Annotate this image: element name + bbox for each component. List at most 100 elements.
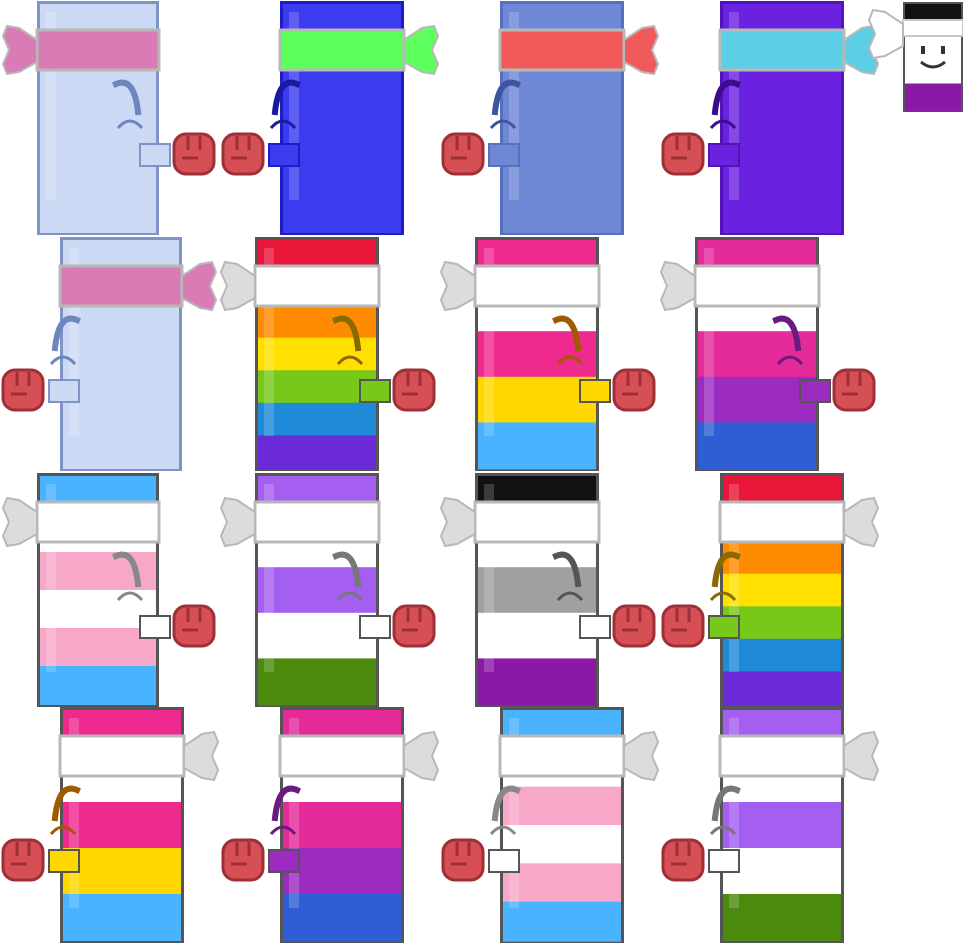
boxing-glove-icon bbox=[392, 368, 436, 412]
headband-tail bbox=[403, 730, 440, 782]
body-highlight bbox=[729, 12, 739, 200]
body-highlight bbox=[69, 248, 79, 436]
sprite-asexual-pride bbox=[439, 473, 656, 707]
body-stripe bbox=[698, 422, 816, 470]
body-stripe bbox=[63, 802, 181, 849]
body-stripe bbox=[503, 786, 621, 827]
headband bbox=[473, 264, 601, 308]
body-stripe bbox=[40, 666, 156, 705]
eye bbox=[49, 355, 77, 366]
body-stripe bbox=[258, 658, 376, 706]
body-highlight bbox=[289, 718, 299, 908]
sprite-blue-headband bbox=[221, 1, 440, 235]
glove-detail bbox=[231, 842, 251, 866]
mini-eye-left bbox=[921, 46, 925, 54]
eye bbox=[49, 825, 77, 836]
body-stripe bbox=[258, 612, 376, 660]
glove-detail bbox=[842, 372, 862, 396]
body-stripe bbox=[283, 848, 401, 895]
headband bbox=[498, 28, 626, 72]
headband bbox=[35, 28, 161, 72]
sprite-bisexual-pride bbox=[659, 237, 876, 471]
headband bbox=[473, 500, 601, 544]
glove-detail bbox=[402, 608, 422, 632]
sprite-purple-headband bbox=[661, 1, 880, 235]
eye bbox=[776, 355, 804, 366]
headband-tail bbox=[659, 260, 696, 312]
eye bbox=[489, 825, 517, 836]
eye-brow bbox=[332, 551, 362, 588]
boxing-glove-icon bbox=[661, 132, 705, 176]
boxing-glove-icon bbox=[441, 132, 485, 176]
eye bbox=[116, 591, 144, 602]
sprite-lightblue-headband-alt bbox=[1, 237, 218, 471]
body-stripe bbox=[698, 376, 816, 424]
mini-asexual-face-icon bbox=[867, 2, 963, 112]
eye-brow bbox=[271, 79, 301, 116]
body-stripe bbox=[503, 825, 621, 865]
body-stripe bbox=[478, 658, 596, 706]
headband bbox=[35, 500, 161, 544]
headband-tail bbox=[1, 496, 38, 548]
headband-tail bbox=[623, 730, 660, 782]
boxing-glove-icon bbox=[221, 132, 265, 176]
arm bbox=[139, 615, 171, 639]
body-stripe bbox=[283, 802, 401, 849]
glove-detail bbox=[451, 136, 471, 160]
mini-stripe bbox=[905, 57, 961, 85]
body-stripe bbox=[258, 370, 376, 405]
body-stripe bbox=[63, 848, 181, 895]
glove-detail bbox=[11, 372, 31, 396]
headband-tail bbox=[843, 496, 880, 548]
boxing-glove-icon bbox=[1, 368, 45, 412]
body-stripe bbox=[63, 894, 181, 941]
eye bbox=[489, 119, 517, 130]
headband-tail bbox=[181, 260, 218, 312]
arm bbox=[268, 849, 300, 873]
eye-brow bbox=[332, 315, 362, 352]
arm bbox=[708, 143, 740, 167]
body-stripe bbox=[283, 894, 401, 941]
body-highlight bbox=[289, 12, 299, 200]
glove-detail bbox=[622, 608, 642, 632]
sprite-bisexual-pride-alt bbox=[221, 707, 440, 943]
sprite-pansexual-pride-alt bbox=[1, 707, 220, 943]
arm bbox=[579, 615, 611, 639]
body-highlight bbox=[729, 718, 739, 908]
body-stripe bbox=[723, 894, 841, 941]
glove-detail bbox=[451, 842, 471, 866]
eye-brow bbox=[711, 551, 741, 588]
arm bbox=[579, 379, 611, 403]
eye-brow bbox=[271, 785, 301, 822]
mini-headband bbox=[902, 19, 963, 37]
eye-brow bbox=[491, 785, 521, 822]
body-highlight bbox=[509, 718, 519, 908]
headband bbox=[58, 734, 186, 778]
headband-tail bbox=[623, 24, 660, 76]
arm bbox=[488, 143, 520, 167]
arm bbox=[139, 143, 171, 167]
body-stripe bbox=[723, 638, 841, 673]
eye bbox=[709, 591, 737, 602]
glove-detail bbox=[231, 136, 251, 160]
headband-tail bbox=[439, 260, 476, 312]
eye bbox=[336, 355, 364, 366]
arm bbox=[48, 379, 80, 403]
body-stripe bbox=[723, 848, 841, 895]
eye bbox=[709, 119, 737, 130]
eye bbox=[709, 825, 737, 836]
boxing-glove-icon bbox=[832, 368, 876, 412]
body-stripe bbox=[478, 422, 596, 470]
boxing-glove-icon bbox=[612, 604, 656, 648]
body-highlight bbox=[729, 484, 739, 672]
eye bbox=[269, 119, 297, 130]
sprite-rainbow-pride bbox=[219, 237, 436, 471]
eye-brow bbox=[51, 315, 81, 352]
glove-detail bbox=[182, 608, 202, 632]
arm bbox=[708, 615, 740, 639]
eye-brow bbox=[51, 785, 81, 822]
sprite-transgender-pride-alt bbox=[441, 707, 660, 943]
arm bbox=[488, 849, 520, 873]
glove-detail bbox=[622, 372, 642, 396]
